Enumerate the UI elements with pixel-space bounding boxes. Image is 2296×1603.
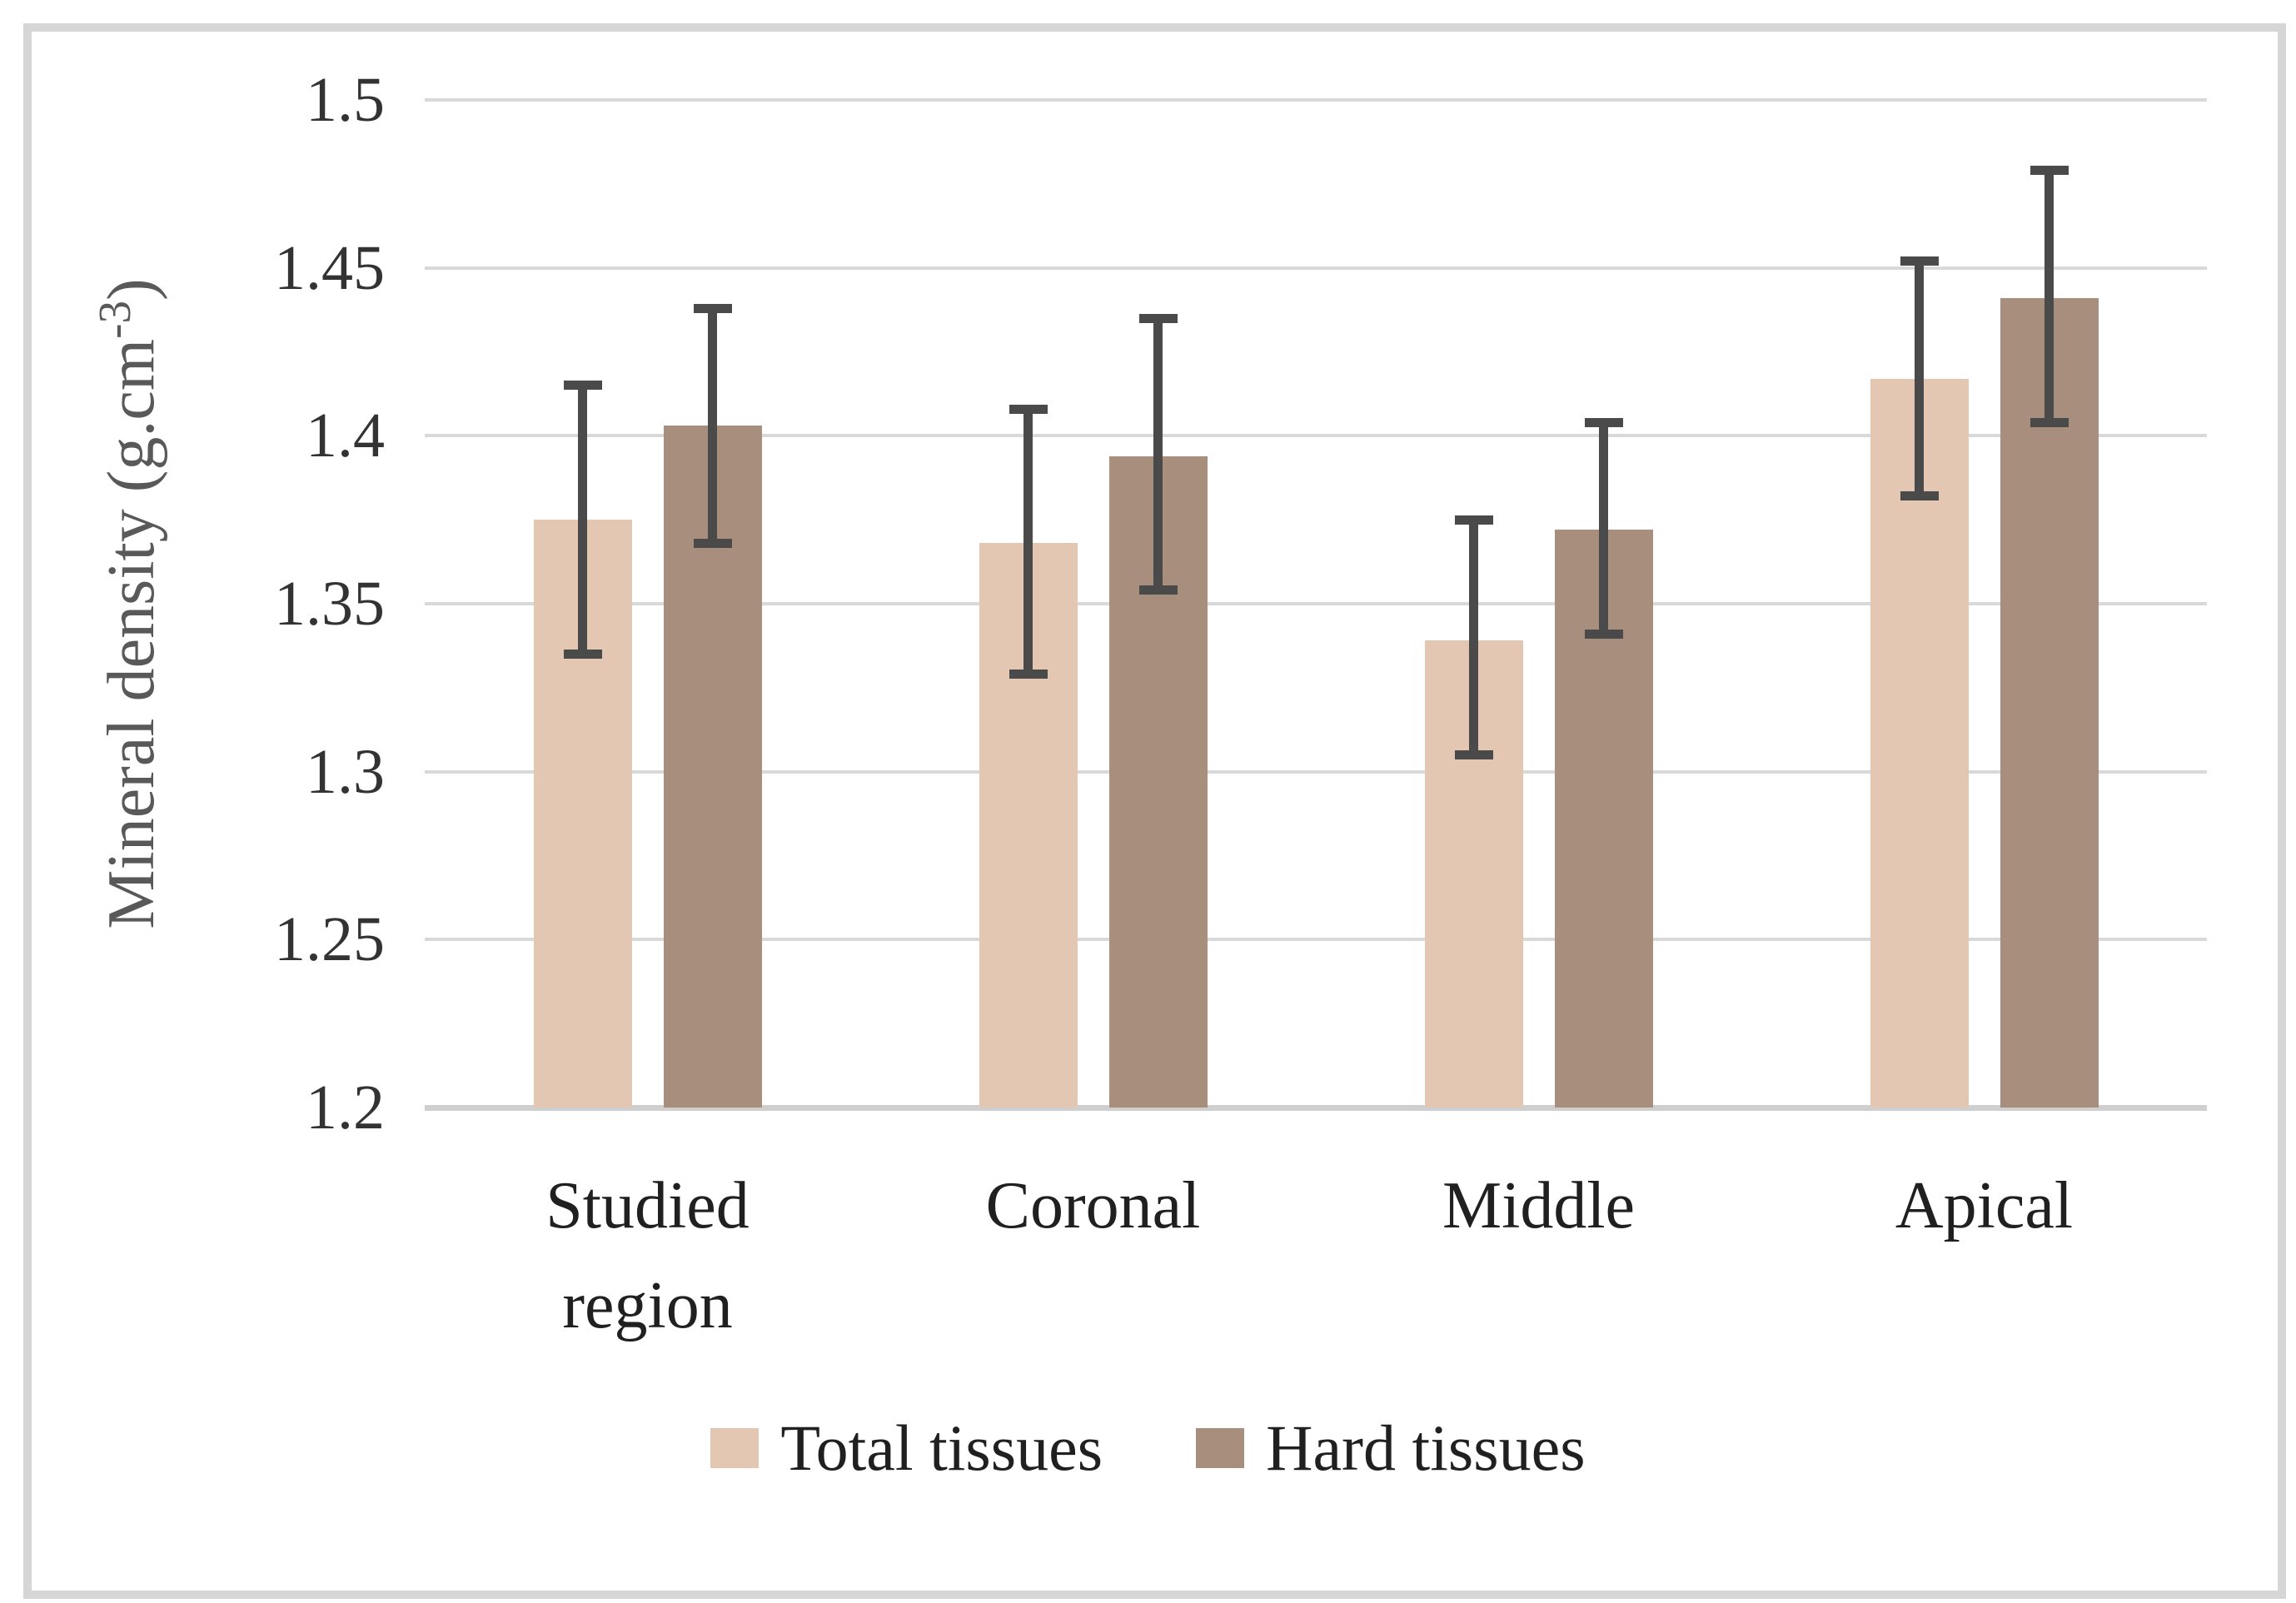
- error-bar-stem-total-tissues-studied-region: [578, 385, 587, 655]
- legend-item-total-tissues: Total tissues: [710, 1416, 1103, 1481]
- error-bar-stem-hard-tissues-middle: [1599, 422, 1608, 635]
- chart-outer-border: [23, 23, 2286, 1599]
- y-tick-label-1.5: 1.5: [306, 65, 385, 135]
- error-bar-cap-bottom-hard-tissues-studied-region: [693, 538, 732, 548]
- error-bar-cap-top-total-tissues-studied-region: [563, 381, 602, 391]
- y-tick-label-1.45: 1.45: [274, 232, 385, 303]
- legend-item-hard-tissues: Hard tissues: [1196, 1411, 1586, 1484]
- category-label-studied-region: Studied region: [545, 1169, 750, 1342]
- error-bar-cap-bottom-total-tissues-apical: [1900, 491, 1939, 501]
- y-tick-label-1.35: 1.35: [274, 569, 385, 639]
- gridline-1.4: [425, 434, 2207, 438]
- error-bar-cap-top-hard-tissues-middle: [1584, 417, 1623, 427]
- gridline-1.5: [425, 98, 2207, 102]
- legend-label-hard-tissues: Hard tissues: [1266, 1411, 1586, 1484]
- error-bar-cap-top-hard-tissues-apical: [2030, 166, 2069, 176]
- error-bar-cap-top-hard-tissues-studied-region: [693, 303, 732, 313]
- error-bar-stem-total-tissues-middle: [1469, 520, 1478, 755]
- error-bar-cap-bottom-hard-tissues-middle: [1584, 629, 1623, 639]
- y-tick-label-1.2: 1.2: [306, 1073, 385, 1143]
- gridline-1.3: [425, 769, 2207, 774]
- y-tick-label-1.3: 1.3: [306, 736, 385, 807]
- legend-swatch-hard-tissues: [1196, 1428, 1245, 1468]
- error-bar-cap-bottom-hard-tissues-coronal: [1138, 585, 1178, 595]
- error-bar-cap-top-hard-tissues-coronal: [1138, 313, 1178, 323]
- bar-hard-tissues-apical: [2000, 297, 2099, 1108]
- error-bar-cap-bottom-hard-tissues-apical: [2030, 417, 2069, 427]
- legend: Total tissues Hard tissues: [0, 1416, 2296, 1481]
- category-label-apical: Apical: [1895, 1169, 2074, 1242]
- error-bar-stem-hard-tissues-apical: [2044, 170, 2054, 423]
- error-bar-cap-top-total-tissues-middle: [1454, 515, 1493, 525]
- legend-label-total-tissues: Total tissues: [780, 1411, 1103, 1484]
- error-bar-cap-bottom-total-tissues-middle: [1454, 750, 1493, 759]
- gridline-1.25: [425, 938, 2207, 942]
- gridline-1.35: [425, 602, 2207, 605]
- category-label-coronal: Coronal: [985, 1169, 1201, 1242]
- error-bar-stem-hard-tissues-coronal: [1153, 318, 1163, 590]
- error-bar-stem-total-tissues-coronal: [1023, 409, 1033, 675]
- error-bar-stem-hard-tissues-studied-region: [708, 308, 717, 544]
- error-bar-cap-top-total-tissues-coronal: [1009, 404, 1048, 414]
- gridline-1.45: [425, 266, 2207, 270]
- error-bar-cap-bottom-total-tissues-studied-region: [563, 650, 602, 659]
- category-label-middle: Middle: [1442, 1169, 1636, 1242]
- error-bar-cap-top-total-tissues-apical: [1900, 256, 1939, 266]
- legend-swatch-total-tissues: [710, 1428, 760, 1468]
- y-tick-label-1.25: 1.25: [274, 904, 385, 975]
- error-bar-stem-total-tissues-apical: [1915, 261, 1924, 496]
- error-bar-cap-bottom-total-tissues-coronal: [1009, 670, 1048, 680]
- y-tick-label-1.4: 1.4: [306, 401, 385, 471]
- x-axis-line: [425, 1104, 2207, 1111]
